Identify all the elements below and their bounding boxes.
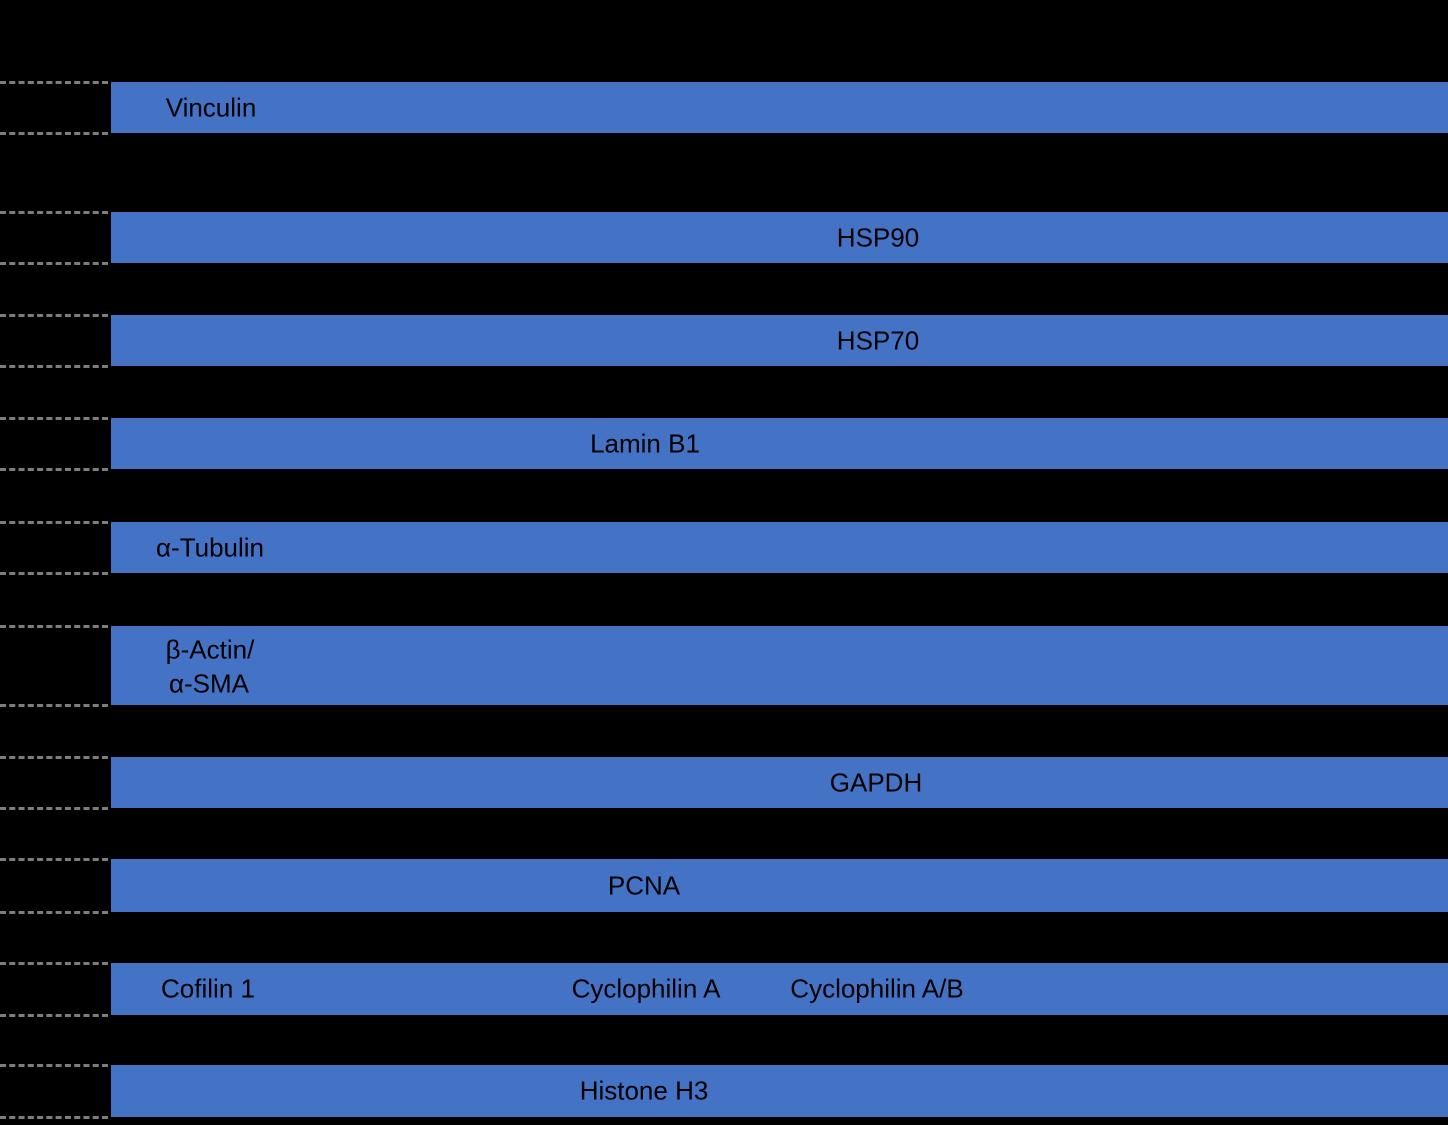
tick-line — [0, 417, 108, 420]
tick-line — [0, 858, 108, 861]
tick-line — [0, 1014, 108, 1017]
band-row-gapdh: GAPDH — [0, 756, 1448, 810]
tick-line — [0, 211, 108, 214]
band-row-hsp90: HSP90 — [0, 211, 1448, 265]
tick-line — [0, 625, 108, 628]
band-bar-beta-actin-alpha-sma: β-Actin/ α-SMA — [111, 626, 1448, 705]
band-row-hsp70: HSP70 — [0, 314, 1448, 368]
tick-line — [0, 314, 108, 317]
band-bar-vinculin: Vinculin — [111, 82, 1448, 133]
band-bar-pcna: PCNA — [111, 859, 1448, 912]
tick-line — [0, 132, 108, 135]
band-label-beta-actin: β-Actin/ — [165, 634, 255, 665]
tick-line — [0, 521, 108, 524]
band-label-lamin-b1: Lamin B1 — [590, 427, 700, 458]
band-row-vinculin: Vinculin — [0, 81, 1448, 135]
band-label-gapdh: GAPDH — [829, 766, 923, 797]
band-label-cyclophilin-a: Cyclophilin A — [571, 973, 721, 1004]
tick-line — [0, 807, 108, 810]
band-bar-histone-h3: Histone H3 — [111, 1065, 1448, 1117]
band-label-alpha-tubulin: α-Tubulin — [156, 531, 264, 562]
tick-line — [0, 1064, 108, 1067]
band-bar-gapdh: GAPDH — [111, 757, 1448, 808]
band-bar-alpha-tubulin: α-Tubulin — [111, 522, 1448, 573]
band-label-hsp90: HSP90 — [836, 221, 920, 252]
band-label-pcna: PCNA — [607, 869, 681, 900]
band-bar-hsp70: HSP70 — [111, 315, 1448, 366]
tick-line — [0, 572, 108, 575]
tick-line — [0, 704, 108, 707]
band-label-hsp70: HSP70 — [836, 324, 920, 355]
tick-line — [0, 365, 108, 368]
band-row-histone-h3: Histone H3 — [0, 1064, 1448, 1119]
tick-line — [0, 1116, 108, 1119]
band-row-pcna: PCNA — [0, 858, 1448, 914]
band-bar-hsp90: HSP90 — [111, 212, 1448, 263]
band-bar-cofilin-cyclophilin: Cofilin 1 Cyclophilin A Cyclophilin A/B — [111, 963, 1448, 1015]
band-bar-lamin-b1: Lamin B1 — [111, 418, 1448, 469]
tick-line — [0, 756, 108, 759]
tick-line — [0, 262, 108, 265]
tick-line — [0, 911, 108, 914]
band-label-cyclophilin-ab: Cyclophilin A/B — [790, 973, 964, 1004]
tick-line — [0, 81, 108, 84]
band-label-cofilin-1: Cofilin 1 — [161, 973, 255, 1004]
tick-line — [0, 468, 108, 471]
band-label-histone-h3: Histone H3 — [579, 1075, 709, 1106]
tick-line — [0, 962, 108, 965]
band-row-lamin-b1: Lamin B1 — [0, 417, 1448, 471]
band-row-cofilin-cyclophilin: Cofilin 1 Cyclophilin A Cyclophilin A/B — [0, 962, 1448, 1017]
band-label-alpha-sma: α-SMA — [168, 668, 250, 699]
band-label-vinculin: Vinculin — [165, 91, 257, 122]
band-row-alpha-tubulin: α-Tubulin — [0, 521, 1448, 575]
band-row-beta-actin-alpha-sma: β-Actin/ α-SMA — [0, 625, 1448, 707]
